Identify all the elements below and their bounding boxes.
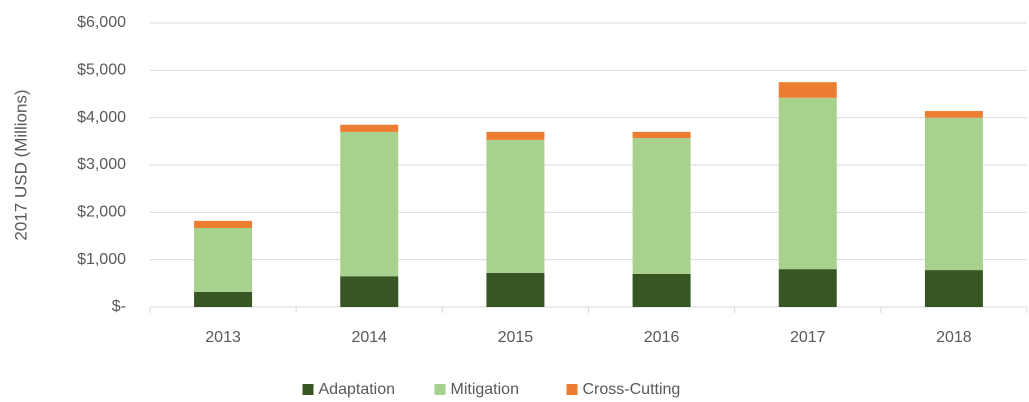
bar-segment [924, 270, 983, 307]
y-tick-label: $- [112, 298, 126, 315]
legend-label: Adaptation [319, 381, 396, 398]
x-tick-label: 2013 [205, 329, 241, 346]
legend-swatch [302, 384, 314, 395]
bar-segment [194, 220, 253, 228]
y-tick-label: $2,000 [77, 204, 126, 221]
y-axis-label: 2017 USD (Millions) [11, 89, 30, 240]
bar-segment [924, 111, 983, 118]
x-tick-label: 2015 [498, 329, 534, 346]
legend-label: Cross-Cutting [583, 381, 681, 398]
x-tick-label: 2016 [644, 329, 680, 346]
bar-segment [632, 273, 691, 307]
legend-label: Mitigation [451, 381, 519, 398]
x-tick-label: 2017 [790, 329, 826, 346]
legend-swatch [434, 384, 446, 395]
y-tick-label: $1,000 [77, 251, 126, 268]
bar-segment [778, 82, 837, 98]
y-tick-label: $6,000 [77, 14, 126, 31]
bar-segment [486, 139, 545, 273]
bar-segment [194, 227, 253, 292]
bar-segment [340, 131, 399, 277]
y-tick-label: $5,000 [77, 62, 126, 79]
bar-segment [486, 131, 545, 140]
bar-segment [340, 276, 399, 307]
bar-segment [194, 291, 253, 307]
x-tick-label: 2014 [351, 329, 387, 346]
bar-segment [632, 131, 691, 139]
bar-segment [924, 117, 983, 271]
bar-segment [778, 269, 837, 307]
x-tick-label: 2018 [936, 329, 972, 346]
bar-segment [486, 272, 545, 307]
legend-swatch [566, 384, 578, 395]
y-tick-label: $3,000 [77, 156, 126, 173]
bar-segment [778, 97, 837, 270]
bar-segment [632, 138, 691, 274]
y-tick-label: $4,000 [77, 109, 126, 126]
bar-segment [340, 124, 399, 132]
